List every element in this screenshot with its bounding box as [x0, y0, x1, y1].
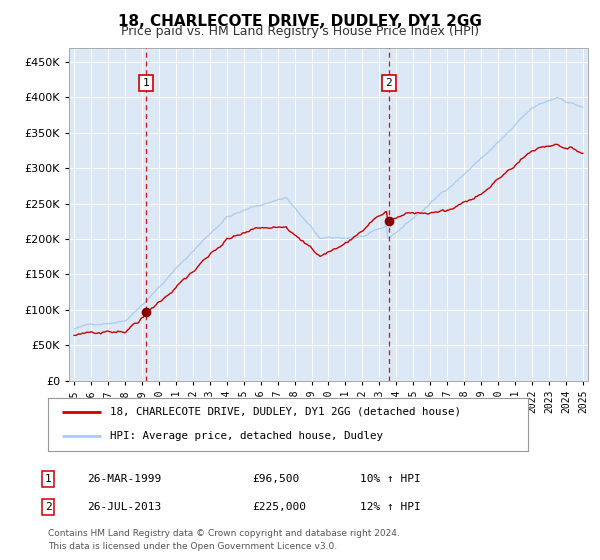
Text: 18, CHARLECOTE DRIVE, DUDLEY, DY1 2GG: 18, CHARLECOTE DRIVE, DUDLEY, DY1 2GG	[118, 14, 482, 29]
Text: Contains HM Land Registry data © Crown copyright and database right 2024.
This d: Contains HM Land Registry data © Crown c…	[48, 529, 400, 550]
Text: 10% ↑ HPI: 10% ↑ HPI	[360, 474, 421, 484]
Text: 26-JUL-2013: 26-JUL-2013	[87, 502, 161, 512]
Text: 1: 1	[142, 78, 149, 88]
Text: 2: 2	[386, 78, 392, 88]
Text: 1: 1	[44, 474, 52, 484]
Text: 12% ↑ HPI: 12% ↑ HPI	[360, 502, 421, 512]
Text: Price paid vs. HM Land Registry's House Price Index (HPI): Price paid vs. HM Land Registry's House …	[121, 25, 479, 38]
Text: 2: 2	[44, 502, 52, 512]
Text: 18, CHARLECOTE DRIVE, DUDLEY, DY1 2GG (detached house): 18, CHARLECOTE DRIVE, DUDLEY, DY1 2GG (d…	[110, 407, 461, 417]
Text: HPI: Average price, detached house, Dudley: HPI: Average price, detached house, Dudl…	[110, 431, 383, 441]
Text: 26-MAR-1999: 26-MAR-1999	[87, 474, 161, 484]
Text: £96,500: £96,500	[252, 474, 299, 484]
Text: £225,000: £225,000	[252, 502, 306, 512]
